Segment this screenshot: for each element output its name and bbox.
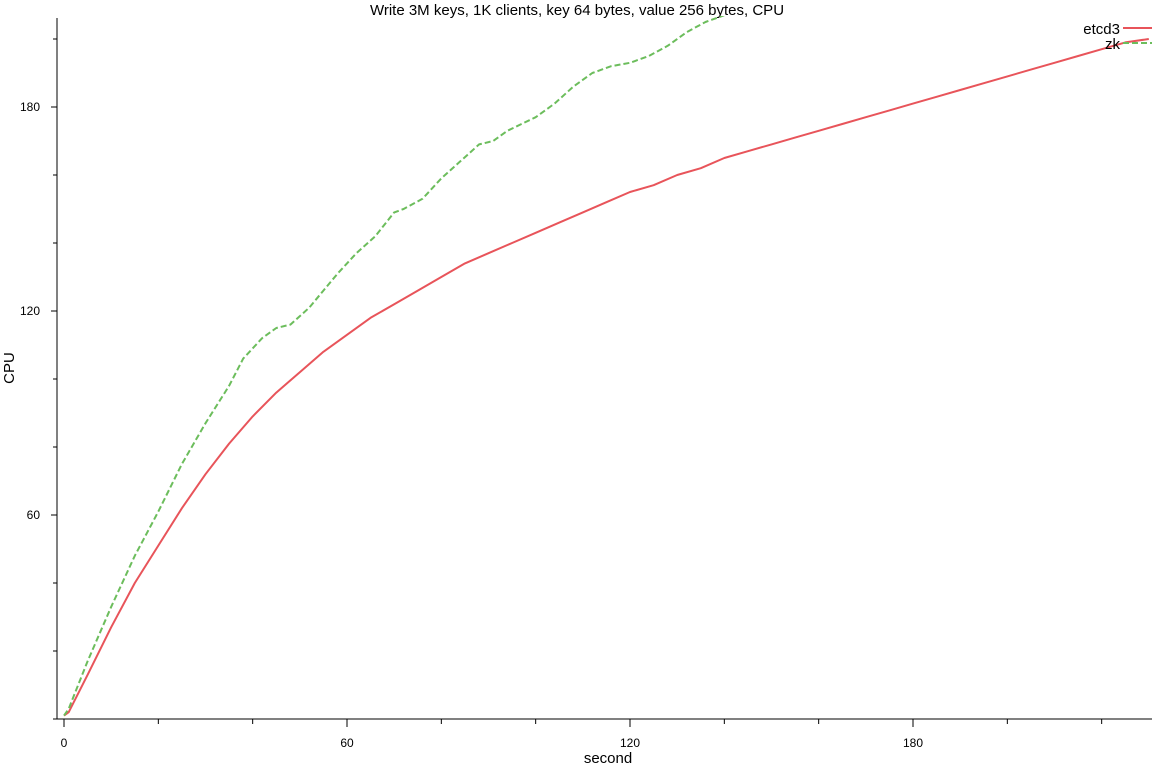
legend-label-etcd3: etcd3 (1083, 21, 1120, 38)
x-tick-label: 180 (903, 736, 923, 750)
series-line-etcd3 (63, 38, 1149, 717)
axes (56, 18, 1152, 720)
y-tick-label: 180 (20, 100, 40, 114)
x-tick-label: 120 (620, 736, 640, 750)
x-axis-label: second (584, 750, 632, 767)
x-tick-label: 0 (61, 736, 68, 750)
legend: etcd3 zk (1083, 21, 1152, 53)
series-layer (63, 16, 1149, 717)
y-tick-label: 120 (20, 304, 40, 318)
x-tick-label: 60 (340, 736, 354, 750)
series-line-zk (63, 16, 725, 717)
y-tick-label: 60 (27, 508, 41, 522)
legend-label-zk: zk (1105, 36, 1121, 53)
chart-title: Write 3M keys, 1K clients, key 64 bytes,… (370, 2, 784, 19)
ticks: 0 60 120 180 60 120 180 (20, 38, 1103, 750)
y-axis-label: CPU (1, 352, 18, 384)
